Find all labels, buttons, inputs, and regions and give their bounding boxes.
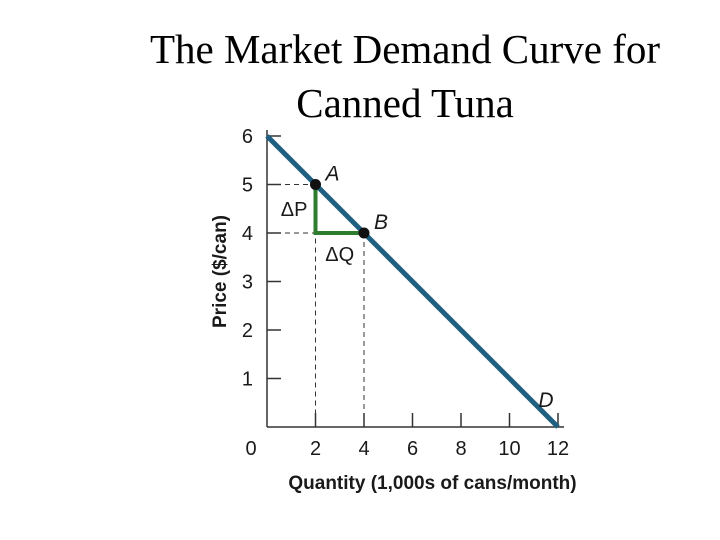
- delta-p-label: ΔP: [281, 199, 308, 221]
- x-tick-label: 8: [455, 438, 466, 460]
- points: [310, 179, 370, 239]
- x-tick-label: 10: [498, 438, 520, 460]
- x-tick-label: 2: [310, 438, 321, 460]
- y-axis-label: Price ($/can): [210, 215, 231, 328]
- demand-curve-label: D: [538, 389, 553, 412]
- x-tick-label: 12: [547, 438, 569, 460]
- delta-marks: [313, 184, 364, 235]
- y-tick-label: 5: [242, 175, 253, 197]
- y-tick-label: 3: [242, 272, 253, 294]
- y-tick-label: 1: [242, 369, 253, 391]
- y-tick-label: 6: [242, 126, 253, 148]
- labels: ΔP ΔQ D A B: [281, 163, 554, 413]
- point-B: [358, 227, 370, 239]
- point-A: [310, 179, 321, 190]
- x-tick-label: 0: [245, 438, 256, 460]
- chart-title-line-2: Canned Tuna: [296, 80, 514, 126]
- x-tick-label: 4: [358, 438, 369, 460]
- x-tick-label: 6: [407, 438, 418, 460]
- point-label-A: A: [324, 163, 340, 186]
- y-tick-label: 4: [242, 223, 253, 245]
- point-label-B: B: [374, 211, 388, 234]
- chart-title: The Market Demand Curve for Canned Tuna: [60, 22, 720, 130]
- series: [265, 134, 560, 429]
- delta-q-label: ΔQ: [325, 244, 354, 266]
- demand-curve-line: [265, 134, 560, 429]
- y-tick-label: 2: [242, 320, 253, 342]
- chart-title-line-1: The Market Demand Curve for: [149, 26, 661, 72]
- x-axis-label: Quantity (1,000s of cans/month): [288, 473, 576, 494]
